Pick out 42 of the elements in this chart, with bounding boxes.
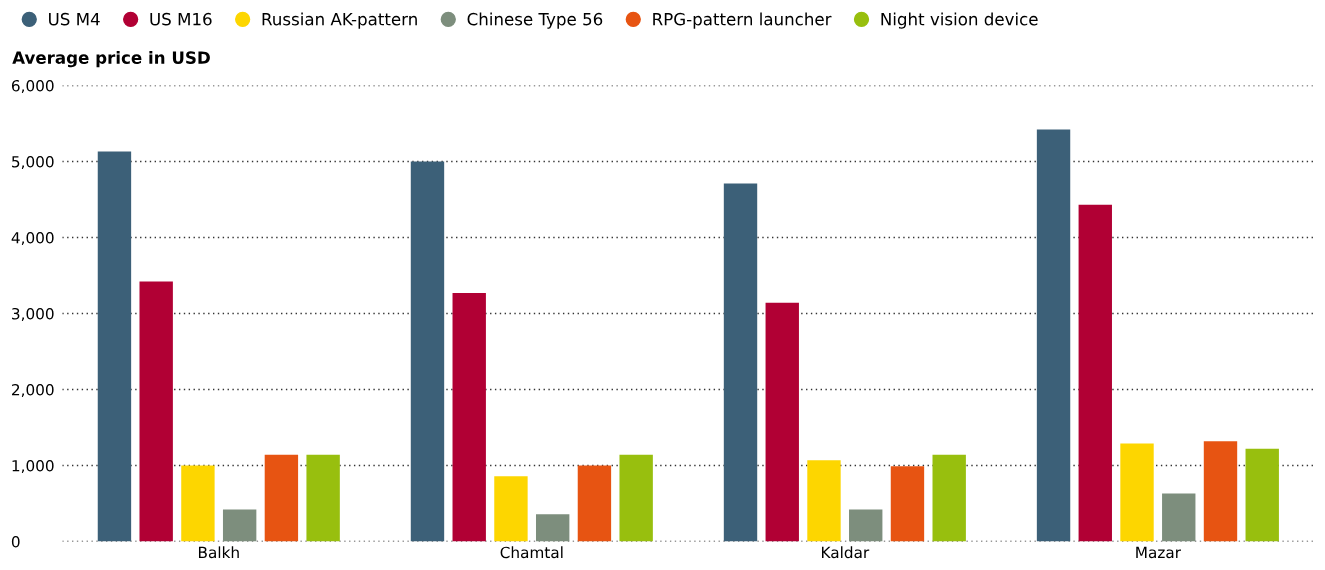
y-axis-title: Average price in USD bbox=[12, 51, 210, 68]
y-tick-label: 6,000 bbox=[11, 79, 54, 94]
bar bbox=[1120, 443, 1154, 542]
legend-label: RPG-pattern launcher bbox=[653, 12, 832, 29]
bar bbox=[306, 454, 340, 542]
bar bbox=[765, 302, 799, 542]
y-tick-label: 2,000 bbox=[12, 383, 54, 398]
legend-label: Chinese Type 56 bbox=[467, 12, 603, 29]
bar bbox=[1162, 493, 1196, 542]
y-tick-label: 1,000 bbox=[12, 459, 54, 474]
y-tick-label: 0 bbox=[11, 535, 20, 548]
y-tick-label: 4,000 bbox=[11, 231, 54, 246]
bar bbox=[494, 476, 528, 542]
x-tick-label: Balkh bbox=[198, 546, 239, 559]
bar bbox=[890, 466, 925, 542]
bar bbox=[452, 292, 486, 542]
legend-label: US M16 bbox=[150, 12, 212, 26]
legend-label: Night vision device bbox=[881, 12, 1038, 29]
bar bbox=[97, 151, 132, 542]
bar bbox=[932, 454, 966, 542]
bar bbox=[619, 454, 653, 542]
bar bbox=[849, 509, 883, 542]
y-tick-label: 5,000 bbox=[12, 155, 54, 170]
bar bbox=[264, 454, 299, 542]
bar bbox=[1203, 441, 1238, 542]
bar bbox=[723, 183, 758, 542]
x-tick-label: Chamtal bbox=[500, 546, 563, 559]
bar bbox=[181, 465, 215, 542]
x-tick-label: Mazar bbox=[1136, 546, 1181, 559]
x-tick-label: Kaldar bbox=[822, 546, 870, 559]
bar bbox=[139, 281, 173, 542]
bar bbox=[1245, 448, 1279, 542]
bar bbox=[1078, 204, 1112, 542]
bar bbox=[577, 465, 612, 542]
bar bbox=[410, 161, 445, 542]
bar bbox=[536, 514, 570, 542]
bar bbox=[222, 509, 257, 542]
y-tick-label: 3,000 bbox=[12, 307, 54, 322]
legend-label: Russian AK-pattern bbox=[262, 12, 417, 29]
bar bbox=[807, 460, 841, 542]
bar bbox=[1036, 129, 1071, 542]
legend-label: US M4 bbox=[49, 12, 100, 26]
